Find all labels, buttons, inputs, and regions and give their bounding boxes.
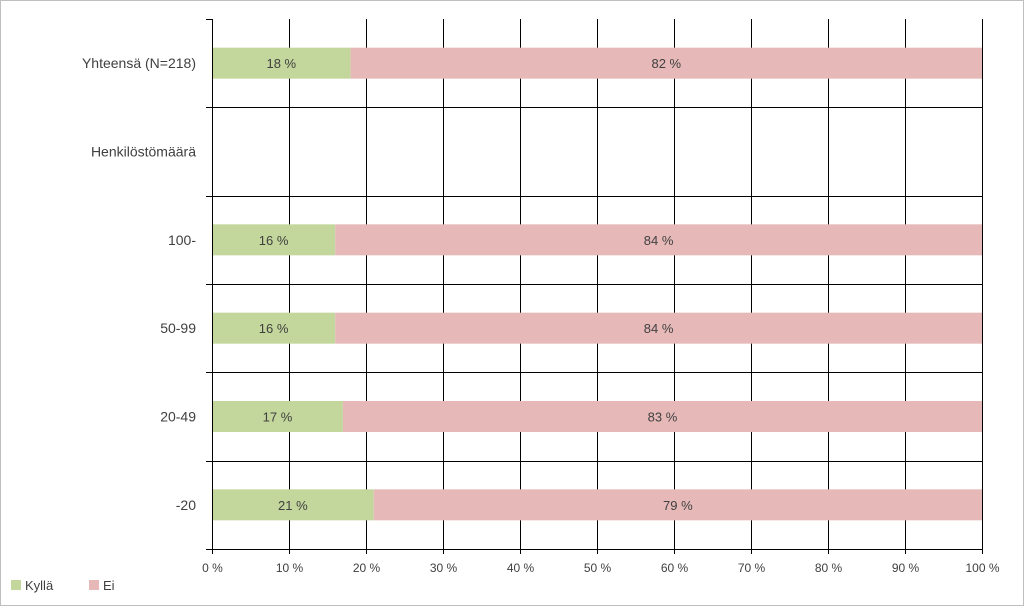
- category-label-4: 20-49: [160, 409, 196, 425]
- data-label-kyllä-3: 16 %: [259, 321, 289, 336]
- legend-label-kyllä: Kyllä: [25, 578, 54, 593]
- axis-layer: 0 % 10 % 20 % 30 % 40 % 50 % 60 % 70 % 80 % 90 % 1…: [82, 19, 1000, 575]
- bar-layer: 18 % 82 % 16 % 84 % 16 % 84 % 17 % 83 % 21 % 79 %: [212, 47, 983, 521]
- data-label-ei-2: 84 %: [644, 233, 674, 248]
- bar-ei-0: [350, 47, 983, 79]
- tick-label-x-5: 50 %: [584, 561, 612, 575]
- grid-layer: [206, 19, 983, 549]
- bar-kyllä-4: [212, 401, 343, 432]
- category-label-5: -20: [176, 497, 196, 513]
- bar-ei-3: [335, 312, 982, 344]
- category-label-2: 100-: [168, 232, 196, 248]
- data-label-kyllä-2: 16 %: [259, 233, 289, 248]
- bar-kyllä-2: [212, 224, 336, 256]
- data-label-kyllä-5: 21 %: [278, 498, 308, 513]
- category-label-1: Henkilöstömäärä: [91, 144, 196, 160]
- data-label-ei-4: 83 %: [648, 410, 678, 425]
- tick-label-x-0: 0 %: [202, 561, 223, 575]
- legend-swatch-ei: [89, 580, 99, 590]
- bar-ei-4: [342, 401, 982, 432]
- legend-label-ei: Ei: [103, 578, 115, 593]
- tick-label-x-8: 80 %: [815, 561, 843, 575]
- legend-swatch-kyllä: [11, 580, 21, 590]
- tick-label-x-1: 10 %: [276, 561, 304, 575]
- data-label-ei-5: 79 %: [663, 498, 693, 513]
- bar-kyllä-0: [212, 47, 351, 79]
- bar-ei-2: [335, 224, 982, 256]
- bar-kyllä-5: [212, 489, 374, 521]
- bar-kyllä-3: [212, 312, 336, 344]
- data-label-ei-0: 82 %: [651, 56, 681, 71]
- data-label-ei-3: 84 %: [644, 321, 674, 336]
- legend: Kyllä Ei: [11, 578, 115, 593]
- category-label-3: 50-99: [160, 320, 196, 336]
- tick-label-x-9: 90 %: [892, 561, 920, 575]
- tick-label-x-4: 40 %: [507, 561, 535, 575]
- tick-label-x-2: 20 %: [353, 561, 381, 575]
- category-label-0: Yhteensä (N=218): [82, 55, 196, 71]
- tick-label-x-7: 70 %: [738, 561, 766, 575]
- data-label-kyllä-0: 18 %: [266, 56, 296, 71]
- tick-label-x-3: 30 %: [430, 561, 458, 575]
- tick-label-x-6: 60 %: [661, 561, 689, 575]
- tick-label-x-10: 100 %: [965, 561, 999, 575]
- bar-ei-5: [373, 489, 982, 521]
- data-label-kyllä-4: 17 %: [263, 410, 293, 425]
